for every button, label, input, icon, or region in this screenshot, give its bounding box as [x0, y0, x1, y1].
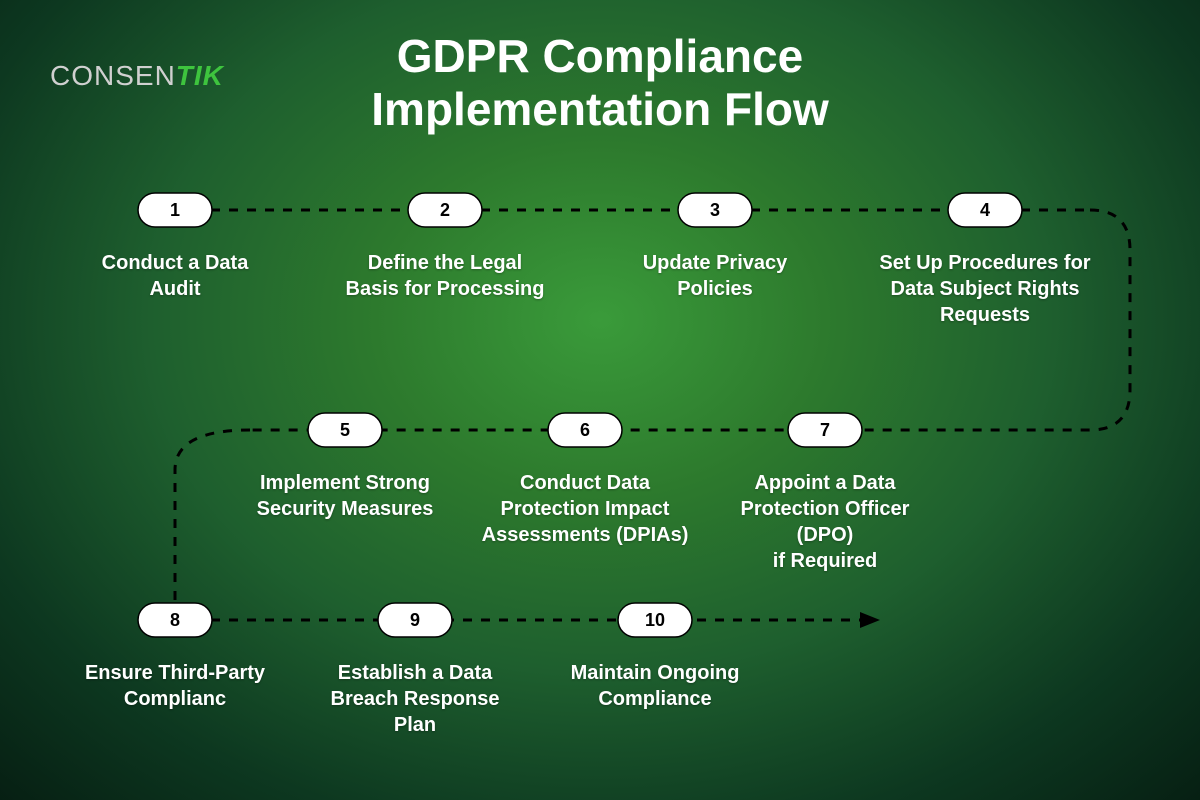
svg-text:3: 3	[710, 200, 720, 220]
svg-text:7: 7	[820, 420, 830, 440]
flow-turn2	[175, 430, 250, 620]
step-label-6: Conduct Data Protection Impact Assessmen…	[480, 470, 690, 548]
step-label-2: Define the Legal Basis for Processing	[345, 250, 545, 302]
pill-8: 8	[138, 603, 212, 637]
svg-text:6: 6	[580, 420, 590, 440]
step-label-8: Ensure Third-Party Complianc	[75, 660, 275, 712]
svg-text:9: 9	[410, 610, 420, 630]
step-label-1: Conduct a Data Audit	[75, 250, 275, 302]
svg-text:10: 10	[645, 610, 665, 630]
step-label-9: Establish a Data Breach Response Plan	[315, 660, 515, 738]
svg-text:8: 8	[170, 610, 180, 630]
pill-2: 2	[408, 193, 482, 227]
pill-7: 7	[788, 413, 862, 447]
pill-10: 10	[618, 603, 692, 637]
pill-1: 1	[138, 193, 212, 227]
pill-4: 4	[948, 193, 1022, 227]
arrow-icon	[860, 612, 880, 628]
svg-text:5: 5	[340, 420, 350, 440]
pill-3: 3	[678, 193, 752, 227]
step-label-4: Set Up Procedures for Data Subject Right…	[875, 250, 1095, 328]
step-label-10: Maintain Ongoing Compliance	[555, 660, 755, 712]
pill-5: 5	[308, 413, 382, 447]
step-label-5: Implement Strong Security Measures	[245, 470, 445, 522]
svg-text:1: 1	[170, 200, 180, 220]
pill-6: 6	[548, 413, 622, 447]
svg-text:2: 2	[440, 200, 450, 220]
step-label-3: Update Privacy Policies	[615, 250, 815, 302]
pill-9: 9	[378, 603, 452, 637]
step-label-7: Appoint a Data Protection Officer (DPO)i…	[720, 470, 930, 574]
svg-text:4: 4	[980, 200, 990, 220]
